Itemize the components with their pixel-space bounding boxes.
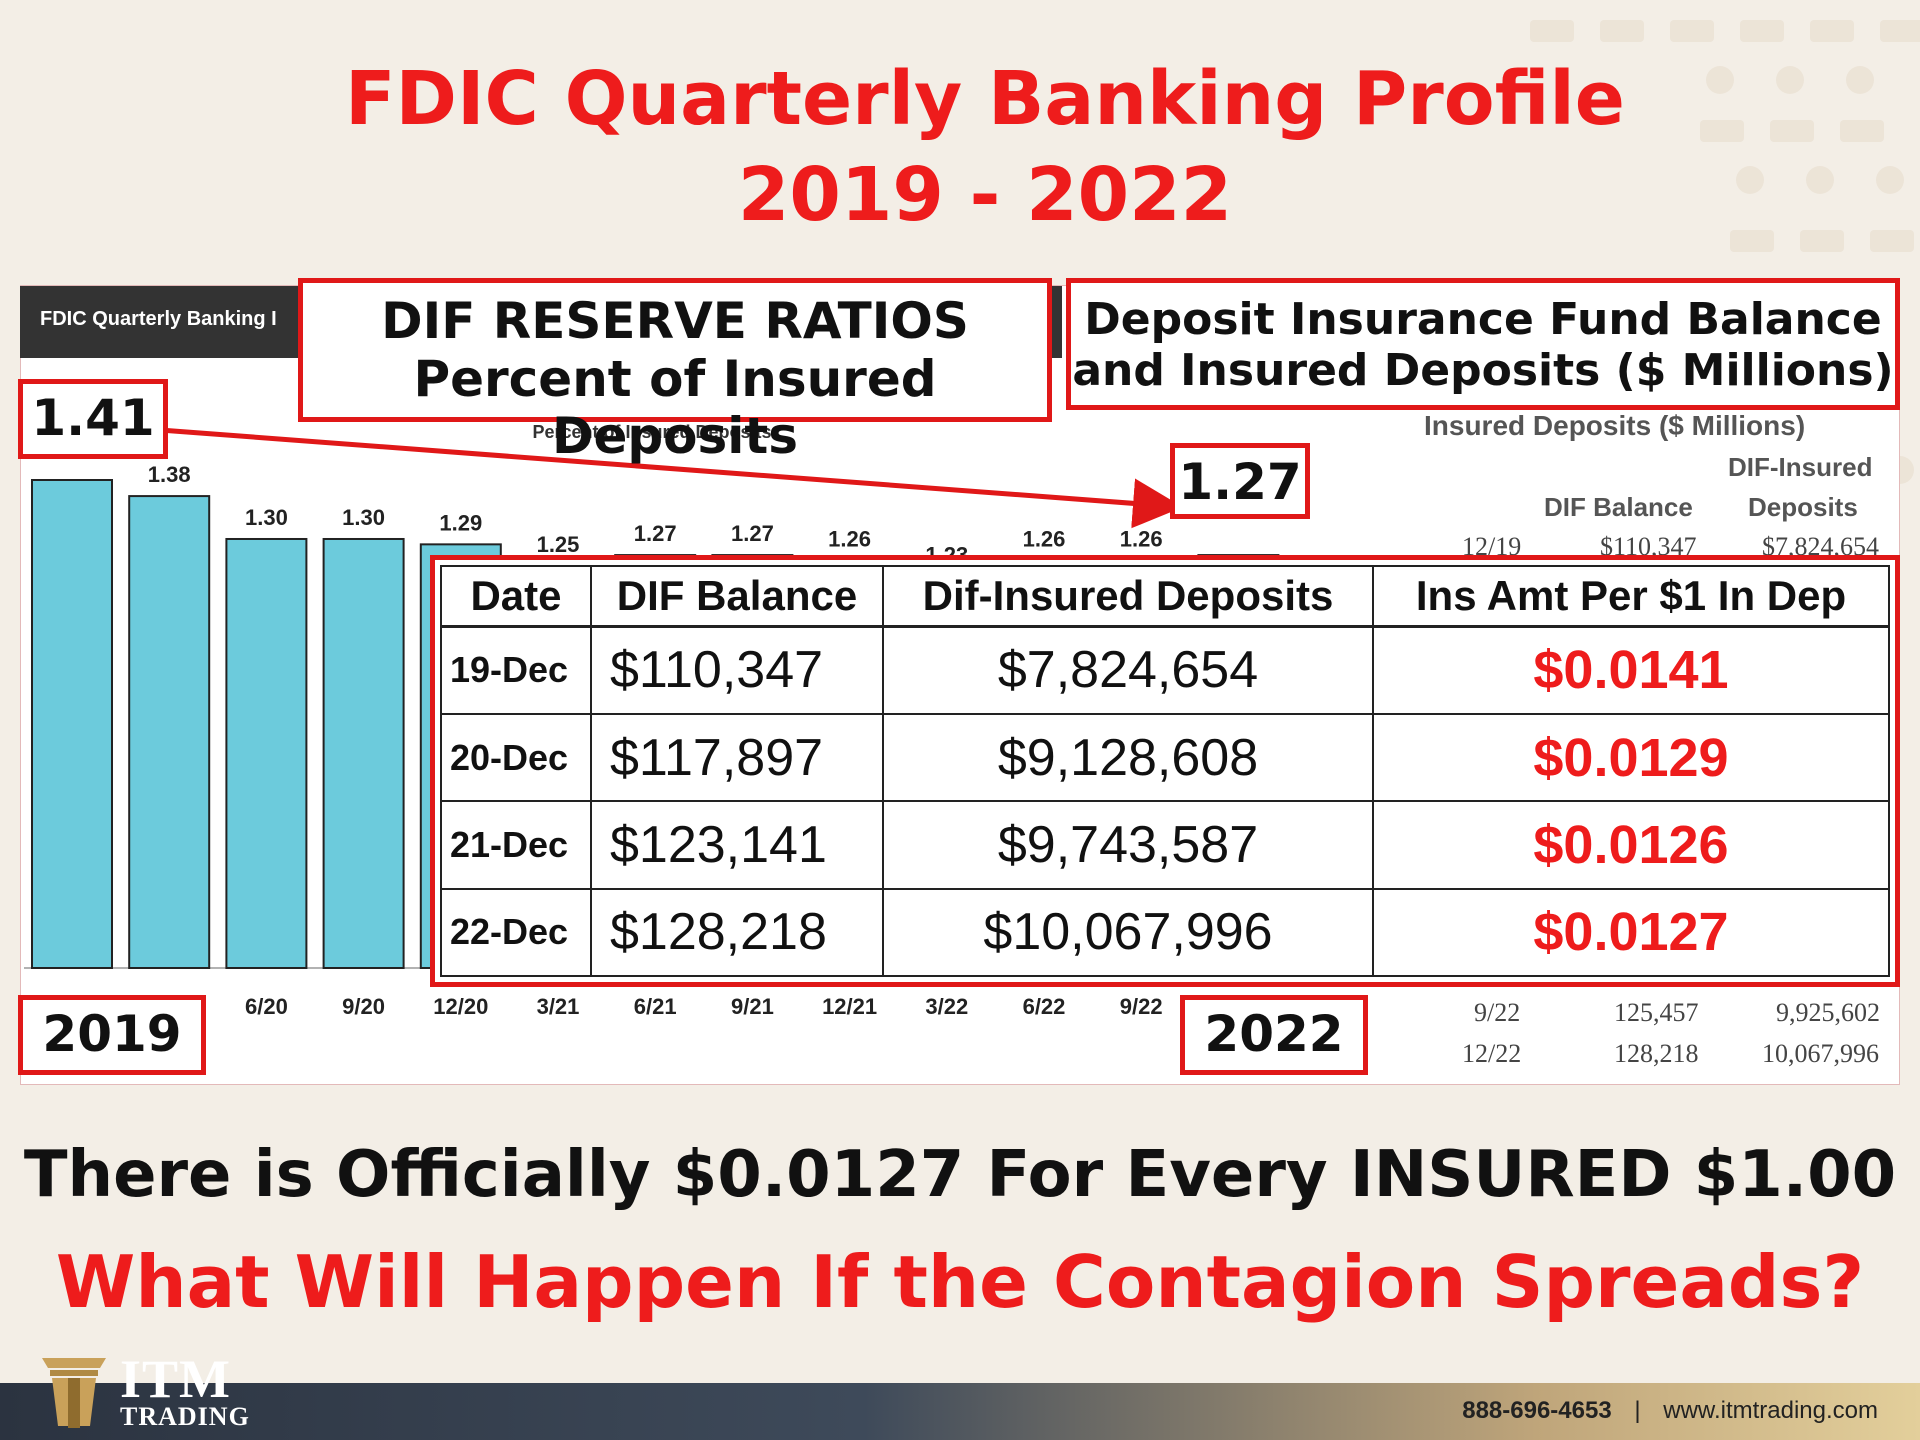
start-ratio-tag: 1.41: [18, 379, 168, 459]
fund-balance-line2: and Insured Deposits ($ Millions): [1072, 344, 1894, 396]
table-row: 21-Dec $123,141 $9,743,587 $0.0126: [440, 800, 1890, 890]
x-tick-label: 12/20: [433, 994, 488, 1019]
row-per-dollar: $0.0126: [1372, 800, 1890, 890]
bar-value-label: 1.27: [731, 521, 774, 546]
row-per-dollar: $0.0127: [1372, 887, 1890, 978]
fund-balance-header: Deposit Insurance Fund Balance and Insur…: [1066, 278, 1900, 410]
page-title-line1: FDIC Quarterly Banking Profile: [344, 56, 1625, 142]
x-tick-label: 12/21: [822, 994, 877, 1019]
column-logo-icon: [42, 1358, 106, 1428]
row-dif-balance: $128,218: [590, 887, 884, 978]
bar-value-label: 1.38: [148, 462, 191, 487]
row-insured-deposits: $9,743,587: [882, 800, 1374, 890]
table-row: 20-Dec $117,897 $9,128,608 $0.0129: [440, 712, 1890, 803]
chart-bar: [322, 537, 405, 969]
end-ratio-tag: 1.27: [1170, 443, 1310, 519]
bar-value-label: 1.27: [634, 521, 677, 546]
x-tick-label: 9/21: [731, 994, 774, 1019]
row-dif-balance: $110,347: [590, 625, 884, 715]
headline-question: What Will Happen If the Contagion Spread…: [55, 1240, 1865, 1324]
headline-statement: There is Officially $0.0127 For Every IN…: [23, 1138, 1897, 1212]
trend-arrow: [159, 427, 1183, 529]
bar-value-label: 1.26: [1023, 526, 1066, 551]
row-dif-balance: $123,141: [590, 800, 884, 890]
logo-name: ITM: [120, 1349, 231, 1409]
bar-value-label: 1.29: [439, 510, 482, 535]
table-header: DIF Balance: [590, 565, 884, 628]
footer-website-link[interactable]: www.itmtrading.com: [1663, 1397, 1878, 1424]
fund-balance-line1: Deposit Insurance Fund Balance: [1084, 294, 1882, 345]
right-row-balance: 125,457: [1614, 998, 1699, 1027]
table-header-row: Date DIF Balance Dif-Insured Deposits In…: [440, 565, 1890, 628]
reserve-ratio-title: DIF RESERVE RATIOS: [381, 292, 969, 350]
end-year-tag: 2022: [1180, 995, 1368, 1075]
table-row: 19-Dec $110,347 $7,824,654 $0.0141: [440, 625, 1890, 715]
dif-insured-col-line2: Deposits: [1748, 492, 1858, 522]
x-tick-label: 6/22: [1023, 994, 1066, 1019]
table-row: 22-Dec $128,218 $10,067,996 $0.0127: [440, 887, 1890, 978]
row-date: 20-Dec: [440, 712, 592, 803]
reserve-ratio-header: DIF RESERVE RATIOS Percent of Insured De…: [298, 278, 1052, 465]
dif-balance-col: DIF Balance: [1544, 492, 1693, 522]
row-per-dollar: $0.0141: [1372, 625, 1890, 715]
start-year-tag: 2019: [18, 995, 206, 1075]
bar-value-label: 1.25: [537, 532, 580, 557]
footer-phone[interactable]: 888-696-4653: [1462, 1397, 1612, 1424]
row-insured-deposits: $9,128,608: [882, 712, 1374, 803]
dif-balance-table: Date DIF Balance Dif-Insured Deposits In…: [430, 555, 1900, 987]
x-tick-label: 6/20: [245, 994, 288, 1019]
row-insured-deposits: $7,824,654: [882, 625, 1374, 715]
right-row-date: 12/22: [1462, 1039, 1522, 1068]
chart-bar: [225, 537, 308, 969]
bar-value-label: 1.26: [828, 526, 871, 551]
footer-bar: 888-696-4653 | www.itmtrading.com: [0, 1383, 1920, 1440]
footer-separator: |: [1634, 1397, 1641, 1424]
bar-value-label: 1.30: [342, 505, 385, 530]
insured-deposits-heading: Insured Deposits ($ Millions): [1424, 410, 1806, 441]
logo-subtitle: TRADING: [120, 1402, 250, 1431]
right-row-date: 9/22: [1474, 998, 1521, 1027]
row-per-dollar: $0.0129: [1372, 712, 1890, 803]
x-tick-label: 6/21: [634, 994, 677, 1019]
x-tick-label: 3/22: [925, 994, 968, 1019]
itm-trading-logo: ITM TRADING: [38, 1346, 268, 1440]
row-date: 21-Dec: [440, 800, 592, 890]
chart-subtitle: Percent of Insured Deposits: [532, 422, 771, 442]
reserve-ratio-subtitle: Percent of Insured Deposits: [413, 349, 937, 465]
dif-insured-col-line1: DIF-Insured: [1728, 452, 1873, 482]
bar-value-label: 1.26: [1120, 526, 1163, 551]
footer-contact: 888-696-4653 | www.itmtrading.com: [1462, 1397, 1878, 1425]
right-row-deposits: 10,067,996: [1762, 1039, 1879, 1068]
row-insured-deposits: $10,067,996: [882, 887, 1374, 978]
right-row-balance: 128,218: [1614, 1039, 1699, 1068]
row-dif-balance: $117,897: [590, 712, 884, 803]
table-header: Dif-Insured Deposits: [882, 565, 1374, 628]
row-date: 19-Dec: [440, 625, 592, 715]
chart-bar: [128, 495, 211, 969]
table-header: Date: [440, 565, 592, 628]
page-title-line2: 2019 - 2022: [737, 152, 1233, 238]
x-tick-label: 3/21: [537, 994, 580, 1019]
table-header: Ins Amt Per $1 In Dep: [1372, 565, 1890, 628]
chart-bar: [31, 479, 113, 969]
bar-value-label: 1.30: [245, 505, 288, 530]
x-tick-label: 9/20: [342, 994, 385, 1019]
row-date: 22-Dec: [440, 887, 592, 978]
right-row-deposits: 9,925,602: [1776, 998, 1880, 1027]
x-tick-label: 9/22: [1120, 994, 1163, 1019]
